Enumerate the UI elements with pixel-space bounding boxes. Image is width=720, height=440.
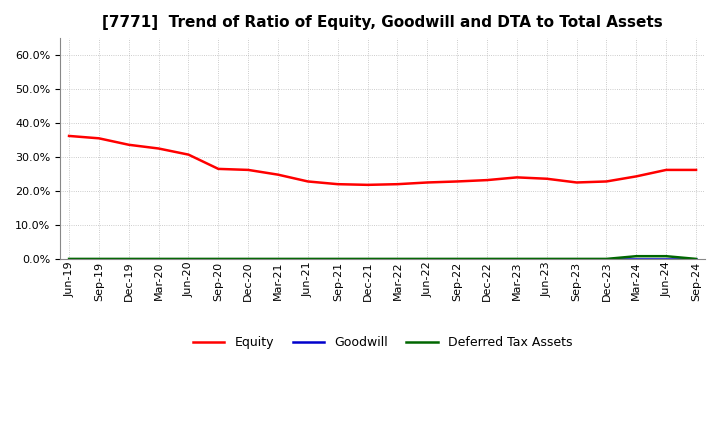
Equity <box>125 142 133 147</box>
Deferred Tax Assets <box>274 256 282 261</box>
Equity <box>482 177 491 183</box>
Deferred Tax Assets <box>125 256 133 261</box>
Deferred Tax Assets <box>244 256 253 261</box>
Goodwill <box>125 256 133 261</box>
Deferred Tax Assets <box>513 256 521 261</box>
Deferred Tax Assets <box>184 256 193 261</box>
Deferred Tax Assets <box>333 256 342 261</box>
Line: Equity: Equity <box>69 136 696 185</box>
Equity <box>572 180 581 185</box>
Goodwill <box>692 256 701 261</box>
Deferred Tax Assets <box>602 256 611 261</box>
Equity <box>542 176 551 181</box>
Goodwill <box>364 256 372 261</box>
Goodwill <box>662 256 670 261</box>
Deferred Tax Assets <box>572 256 581 261</box>
Deferred Tax Assets <box>453 256 462 261</box>
Deferred Tax Assets <box>423 256 432 261</box>
Deferred Tax Assets <box>542 256 551 261</box>
Title: [7771]  Trend of Ratio of Equity, Goodwill and DTA to Total Assets: [7771] Trend of Ratio of Equity, Goodwil… <box>102 15 663 30</box>
Equity <box>214 166 222 172</box>
Goodwill <box>632 256 641 261</box>
Deferred Tax Assets <box>393 256 402 261</box>
Goodwill <box>65 256 73 261</box>
Goodwill <box>94 256 103 261</box>
Goodwill <box>244 256 253 261</box>
Goodwill <box>482 256 491 261</box>
Equity <box>304 179 312 184</box>
Equity <box>154 146 163 151</box>
Equity <box>94 136 103 141</box>
Equity <box>513 175 521 180</box>
Legend: Equity, Goodwill, Deferred Tax Assets: Equity, Goodwill, Deferred Tax Assets <box>188 331 577 354</box>
Goodwill <box>572 256 581 261</box>
Goodwill <box>154 256 163 261</box>
Equity <box>364 182 372 187</box>
Deferred Tax Assets <box>65 256 73 261</box>
Goodwill <box>333 256 342 261</box>
Deferred Tax Assets <box>482 256 491 261</box>
Deferred Tax Assets <box>662 253 670 259</box>
Equity <box>453 179 462 184</box>
Equity <box>602 179 611 184</box>
Equity <box>333 182 342 187</box>
Equity <box>393 182 402 187</box>
Equity <box>184 152 193 157</box>
Equity <box>632 174 641 179</box>
Deferred Tax Assets <box>304 256 312 261</box>
Equity <box>65 133 73 139</box>
Goodwill <box>214 256 222 261</box>
Deferred Tax Assets <box>692 256 701 261</box>
Equity <box>662 167 670 172</box>
Equity <box>423 180 432 185</box>
Deferred Tax Assets <box>214 256 222 261</box>
Deferred Tax Assets <box>94 256 103 261</box>
Equity <box>244 167 253 172</box>
Goodwill <box>184 256 193 261</box>
Goodwill <box>453 256 462 261</box>
Equity <box>692 167 701 172</box>
Deferred Tax Assets <box>632 253 641 259</box>
Goodwill <box>513 256 521 261</box>
Goodwill <box>602 256 611 261</box>
Goodwill <box>274 256 282 261</box>
Deferred Tax Assets <box>154 256 163 261</box>
Goodwill <box>542 256 551 261</box>
Goodwill <box>304 256 312 261</box>
Line: Deferred Tax Assets: Deferred Tax Assets <box>69 256 696 259</box>
Equity <box>274 172 282 177</box>
Goodwill <box>423 256 432 261</box>
Deferred Tax Assets <box>364 256 372 261</box>
Goodwill <box>393 256 402 261</box>
